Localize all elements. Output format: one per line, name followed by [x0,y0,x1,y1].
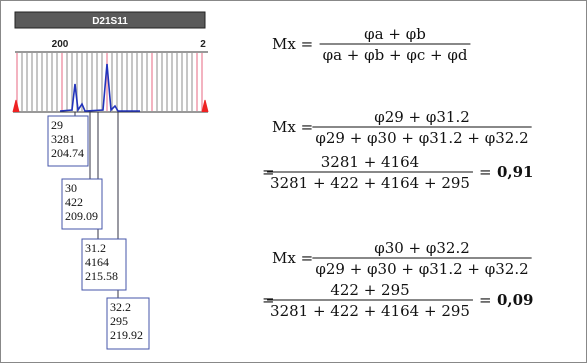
result: 0,09 [497,291,534,309]
peak-height: 422 [65,195,83,209]
denominator: 3281 + 422 + 4164 + 295 [270,174,470,192]
peak-height: 3281 [51,132,75,146]
locus-name: D21S11 [92,16,128,27]
peak-size: 215.58 [85,269,118,283]
peak-allele: 29 [51,118,63,132]
numerator: 3281 + 4164 [321,153,419,171]
peak-height: 4164 [85,255,109,269]
denominator: φa + φb + φc + φd [323,46,468,64]
peak-allele: 30 [65,181,77,195]
equals: = [479,163,492,181]
figure: D21S11 200 2 293281204.74 30422209.09 31.2… [0,0,587,363]
formula-lhs: Mx = [272,118,313,136]
axis-label: 2 [200,39,206,50]
numerator: 422 + 295 [330,281,409,299]
numerator: φ29 + φ31.2 [374,108,470,126]
equals: = [479,291,492,309]
numerator: φa + φb [364,25,426,43]
peak-size: 204.74 [51,146,84,160]
numerator: φ30 + φ32.2 [374,239,470,257]
formula-lhs: Mx = [272,249,313,267]
formula-lhs: Mx = [272,35,313,53]
result: 0,91 [497,163,534,181]
peak-height: 295 [110,314,128,328]
peak-allele: 32.2 [110,300,131,314]
axis-label: 200 [52,39,69,50]
peak-size: 209.09 [65,209,98,223]
denominator: 3281 + 422 + 4164 + 295 [270,302,470,320]
denominator: φ29 + φ30 + φ31.2 + φ32.2 [315,129,528,147]
peak-allele: 31.2 [85,241,106,255]
peak-size: 219.92 [110,328,143,342]
denominator: φ29 + φ30 + φ31.2 + φ32.2 [315,260,528,278]
